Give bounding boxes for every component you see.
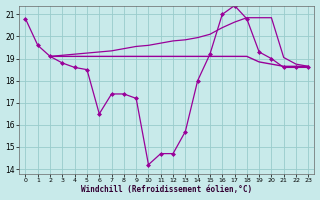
X-axis label: Windchill (Refroidissement éolien,°C): Windchill (Refroidissement éolien,°C) (81, 185, 252, 194)
